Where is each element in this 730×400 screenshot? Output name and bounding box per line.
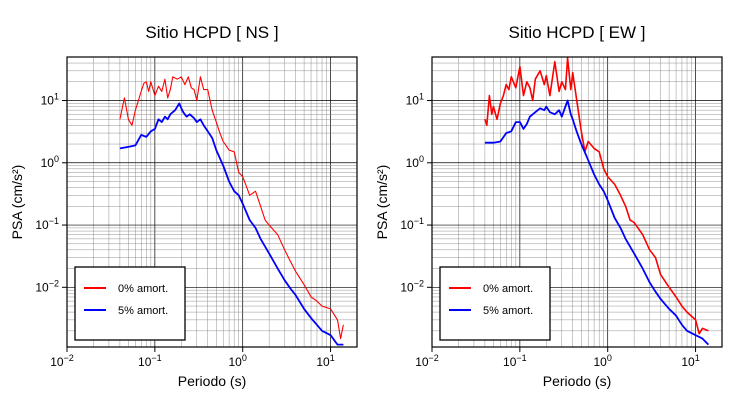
y-tick-label: 100 bbox=[41, 154, 59, 170]
y-tick-exponent: 1 bbox=[54, 92, 59, 102]
legend-box bbox=[439, 266, 551, 341]
x-tick-label: 10−1 bbox=[503, 353, 527, 369]
x-tick-base: 10 bbox=[50, 355, 64, 369]
y-tick-base: 10 bbox=[406, 156, 420, 170]
x-tick-base: 10 bbox=[316, 355, 330, 369]
x-tick-label: 10−1 bbox=[138, 353, 162, 369]
y-tick-exponent: 1 bbox=[419, 92, 424, 102]
x-tick-exponent: 0 bbox=[242, 353, 247, 363]
y-tick-exponent: −1 bbox=[49, 216, 59, 226]
x-tick-base: 10 bbox=[594, 355, 608, 369]
series-line-0pct bbox=[484, 57, 709, 335]
legend-label-5pct: 5% amort. bbox=[118, 305, 168, 317]
plot-frame bbox=[431, 56, 723, 348]
x-tick-label: 100 bbox=[229, 353, 247, 369]
y-tick-base: 10 bbox=[35, 218, 49, 232]
y-tick-label: 10−2 bbox=[400, 278, 424, 294]
y-tick-label: 101 bbox=[406, 92, 424, 108]
y-tick-label: 10−1 bbox=[400, 216, 424, 232]
x-tick-label: 100 bbox=[594, 353, 612, 369]
legend-box bbox=[74, 266, 186, 341]
x-tick-label: 101 bbox=[316, 353, 334, 369]
grid bbox=[66, 56, 358, 347]
y-tick-label: 10−1 bbox=[35, 216, 59, 232]
y-tick-base: 10 bbox=[41, 94, 55, 108]
x-tick-exponent: 0 bbox=[607, 353, 612, 363]
y-axis-label: PSA (cm/s²) bbox=[9, 165, 25, 240]
y-tick-base: 10 bbox=[41, 156, 55, 170]
y-tick-base: 10 bbox=[35, 280, 49, 294]
plot-frame bbox=[66, 56, 358, 348]
y-tick-label: 10−2 bbox=[35, 278, 59, 294]
y-tick-base: 10 bbox=[400, 218, 414, 232]
x-tick-exponent: −1 bbox=[151, 353, 161, 363]
legend: 0% amort. 5% amort. bbox=[74, 266, 186, 341]
series-line-0pct bbox=[119, 76, 344, 340]
y-tick-base: 10 bbox=[406, 94, 420, 108]
x-tick-base: 10 bbox=[681, 355, 695, 369]
legend-label-0pct: 0% amort. bbox=[483, 283, 533, 295]
y-tick-label: 101 bbox=[41, 92, 59, 108]
x-tick-exponent: −2 bbox=[429, 353, 439, 363]
y-tick-base: 10 bbox=[400, 280, 414, 294]
x-tick-base: 10 bbox=[138, 355, 152, 369]
legend-label-5pct: 5% amort. bbox=[483, 305, 533, 317]
x-tick-exponent: 1 bbox=[330, 353, 335, 363]
y-tick-label: 100 bbox=[406, 154, 424, 170]
x-tick-label: 10−2 bbox=[50, 353, 74, 369]
x-tick-label: 10−2 bbox=[415, 353, 439, 369]
chart-title: Sitio HCPD [ EW ] bbox=[509, 23, 646, 42]
x-axis-label: Periodo (s) bbox=[178, 373, 246, 389]
x-tick-exponent: −1 bbox=[516, 353, 526, 363]
y-tick-exponent: −1 bbox=[414, 216, 424, 226]
x-axis-label: Periodo (s) bbox=[543, 373, 611, 389]
series-line-5pct bbox=[484, 99, 710, 346]
series-line-5pct bbox=[119, 102, 344, 346]
legend: 0% amort. 5% amort. bbox=[439, 266, 551, 341]
series-lines bbox=[119, 76, 344, 346]
y-tick-exponent: −2 bbox=[414, 278, 424, 288]
x-tick-base: 10 bbox=[229, 355, 243, 369]
x-tick-base: 10 bbox=[503, 355, 517, 369]
y-tick-exponent: 0 bbox=[54, 154, 59, 164]
legend-label-0pct: 0% amort. bbox=[118, 283, 168, 295]
y-tick-exponent: −2 bbox=[49, 278, 59, 288]
x-tick-label: 101 bbox=[681, 353, 699, 369]
y-axis-label: PSA (cm/s²) bbox=[374, 165, 390, 240]
x-tick-exponent: −2 bbox=[64, 353, 74, 363]
x-tick-exponent: 1 bbox=[695, 353, 700, 363]
x-tick-base: 10 bbox=[415, 355, 429, 369]
series-lines bbox=[484, 57, 710, 346]
chart-title: Sitio HCPD [ NS ] bbox=[145, 23, 278, 42]
y-tick-exponent: 0 bbox=[419, 154, 424, 164]
